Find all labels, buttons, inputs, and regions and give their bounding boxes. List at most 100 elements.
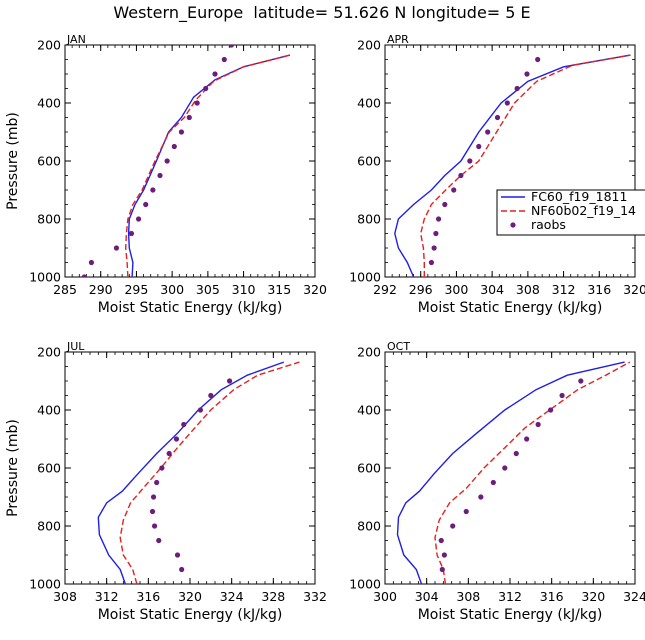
x-tick-label: 324	[623, 589, 645, 604]
raobs-point	[164, 158, 170, 164]
x-axis-label: Moist Static Energy (kJ/kg)	[418, 607, 603, 623]
raobs-point	[428, 259, 435, 266]
x-tick-label: 328	[261, 589, 285, 604]
legend-label: FC60_f19_1811	[531, 189, 627, 204]
raobs-point	[157, 172, 163, 179]
legend-marker	[510, 222, 516, 228]
raobs-point	[467, 158, 473, 164]
raobs-point	[435, 216, 442, 222]
x-tick-label: 304	[415, 589, 439, 604]
plot-frame	[64, 44, 316, 278]
x-tick-label: 324	[220, 589, 244, 604]
y-tick-label: 600	[37, 154, 61, 169]
y-axis-label: Pressure (mb)	[5, 112, 21, 210]
raobs-point	[476, 143, 482, 150]
x-tick-label: 308	[456, 589, 480, 604]
y-tick-label: 1000	[29, 270, 61, 285]
raobs-point	[171, 143, 177, 150]
raobs-point	[149, 508, 156, 515]
x-tick-label: 308	[516, 282, 540, 297]
series-line-fc60	[97, 361, 285, 584]
series-line-fc60	[127, 54, 291, 277]
x-tick-label: 295	[124, 282, 148, 297]
raobs-point	[548, 407, 554, 413]
y-axis-label: Pressure (mb)	[5, 419, 21, 517]
raobs-point	[179, 566, 185, 573]
raobs-point	[159, 465, 165, 471]
raobs-point	[226, 378, 233, 384]
y-tick-label: 800	[357, 519, 381, 534]
raobs-point	[81, 274, 87, 277]
x-tick-label: 332	[303, 589, 327, 604]
raobs-point	[178, 129, 185, 135]
x-tick-label: 292	[373, 282, 397, 297]
x-tick-label: 320	[623, 282, 645, 297]
x-tick-label: 316	[540, 589, 564, 604]
y-tick-label: 200	[37, 345, 61, 360]
plot-frame	[384, 44, 636, 278]
raobs-point	[441, 552, 447, 558]
x-tick-label: 310	[232, 282, 256, 297]
raobs-point	[502, 465, 508, 471]
raobs-point	[221, 56, 227, 63]
y-tick-label: 600	[357, 154, 381, 169]
raobs-point	[458, 172, 464, 179]
raobs-point	[524, 436, 530, 442]
x-tick-label: 296	[409, 282, 433, 297]
raobs-point	[151, 523, 158, 529]
raobs-point	[194, 100, 200, 106]
raobs-point	[450, 523, 456, 529]
figure-title: Western_Europe latitude= 51.626 N longit…	[113, 3, 530, 23]
y-tick-label: 1000	[349, 577, 381, 592]
series-line-nf60b02	[119, 361, 300, 584]
raobs-point	[535, 56, 541, 63]
raobs-point	[174, 552, 181, 558]
y-tick-label: 200	[357, 345, 381, 360]
raobs-point	[88, 259, 95, 266]
raobs-point	[463, 508, 469, 515]
x-tick-label: 300	[160, 282, 184, 297]
y-tick-label: 400	[37, 96, 61, 111]
legend-label: raobs	[531, 217, 566, 232]
y-tick-label: 400	[357, 96, 381, 111]
raobs-point	[128, 230, 135, 237]
x-tick-label: 316	[136, 589, 160, 604]
raobs-point	[186, 114, 192, 121]
x-tick-label: 320	[178, 589, 202, 604]
raobs-point	[431, 245, 437, 251]
panel-jan: 285 290 295 300 305 310 315 320 200 400 600 800 1000…	[5, 33, 327, 316]
raobs-point	[494, 114, 501, 121]
raobs-point	[181, 421, 187, 428]
panel-jul: 308 312 316 320 324 328 332 200 400 600 800 1000 JUL…	[5, 340, 327, 623]
x-tick-label: 304	[480, 282, 504, 297]
raobs-point	[212, 71, 218, 77]
raobs-point	[535, 421, 541, 428]
raobs-point	[143, 201, 149, 208]
series-line-nf60b02	[419, 54, 631, 277]
x-axis-label: Moist Static Energy (kJ/kg)	[98, 607, 283, 623]
y-tick-label: 600	[357, 461, 381, 476]
x-axis-label: Moist Static Energy (kJ/kg)	[418, 300, 603, 316]
y-tick-label: 400	[37, 403, 61, 418]
y-tick-label: 1000	[349, 270, 381, 285]
raobs-point	[578, 378, 584, 384]
raobs-point	[490, 479, 496, 486]
y-tick-label: 600	[37, 461, 61, 476]
panel-label: JUL	[66, 340, 85, 353]
raobs-point	[504, 100, 510, 106]
x-tick-label: 312	[552, 282, 576, 297]
raobs-point	[478, 494, 484, 500]
panel-label: JAN	[66, 33, 86, 46]
raobs-point	[166, 450, 172, 457]
raobs-point	[150, 187, 156, 193]
y-tick-label: 1000	[29, 577, 61, 592]
raobs-point	[113, 245, 120, 251]
y-tick-label: 400	[357, 403, 381, 418]
series-line-nf60b02	[434, 361, 631, 584]
raobs-point	[197, 407, 204, 413]
y-tick-label: 200	[357, 38, 381, 53]
x-tick-label: 316	[587, 282, 611, 297]
raobs-point	[433, 230, 439, 237]
x-tick-label: 290	[89, 282, 113, 297]
